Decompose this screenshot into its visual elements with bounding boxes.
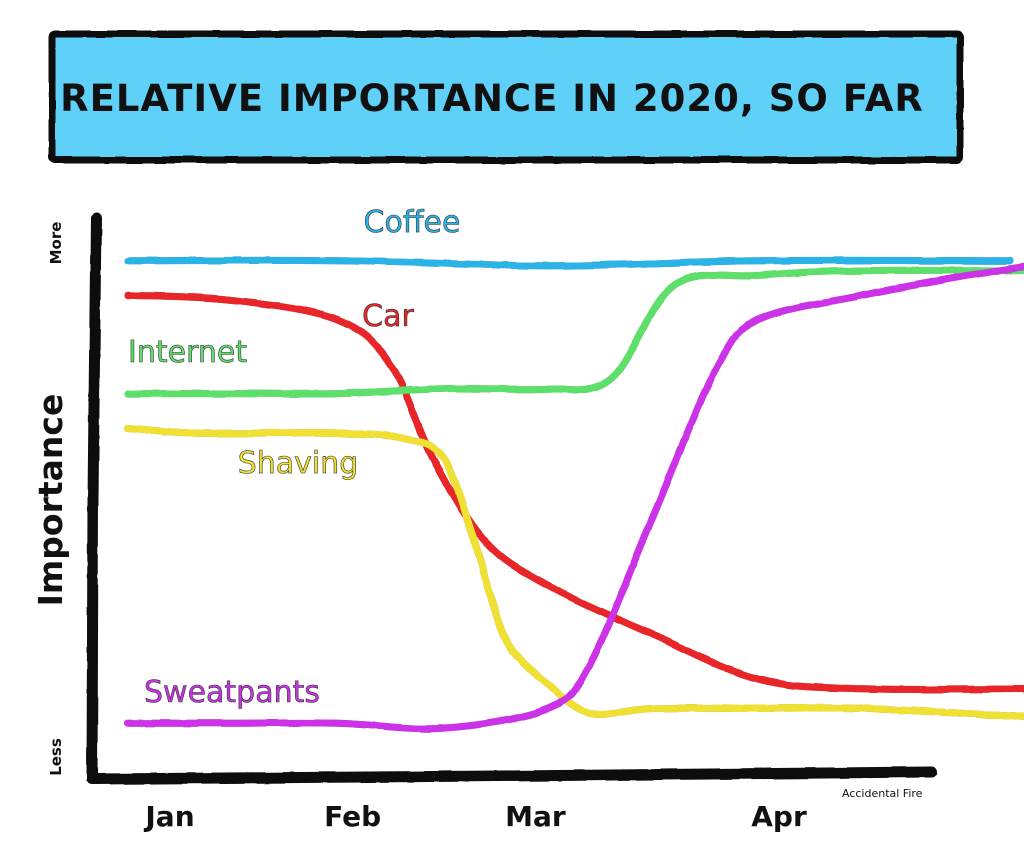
series-label-sweatpants: Sweatpants	[144, 675, 320, 710]
x-tick-label-mar: Mar	[505, 800, 566, 833]
series-label-shaving: Shaving	[238, 446, 359, 481]
x-tick-labels: Jan Feb Mar Apr	[143, 800, 807, 833]
series-label-car: Car	[362, 299, 414, 334]
y-tick-label-less: Less	[47, 738, 65, 776]
x-tick-label-feb: Feb	[324, 800, 381, 833]
y-axis-line	[86, 212, 102, 785]
series-line-sweatpants	[124, 263, 1024, 733]
x-axis-line	[86, 766, 938, 785]
series-line-car	[124, 291, 1024, 694]
chart-title: Relative Importance In 2020, So Far	[60, 77, 924, 120]
y-tick-label-more: More	[47, 222, 65, 265]
title-box	[48, 30, 964, 164]
series-line-internet	[124, 266, 1024, 398]
series-line-shaving	[124, 424, 1024, 721]
x-tick-label-jan: Jan	[143, 800, 194, 833]
series-label-internet: Internet	[128, 335, 247, 370]
axes	[86, 212, 938, 785]
y-axis-label: Importance	[31, 394, 70, 607]
credit-label: Accidental Fire	[842, 787, 923, 800]
series-label-coffee: Coffee	[364, 205, 461, 240]
series-lines	[124, 256, 1024, 733]
title-banner: Relative Importance In 2020, So Far	[48, 30, 964, 164]
series-outline-sweatpants	[124, 263, 1024, 733]
series-labels: Coffee Car Internet Shaving Sweatpants	[128, 205, 461, 711]
x-tick-label-apr: Apr	[751, 800, 807, 833]
series-outline-car	[124, 291, 1024, 694]
series-line-coffee	[124, 256, 1014, 270]
